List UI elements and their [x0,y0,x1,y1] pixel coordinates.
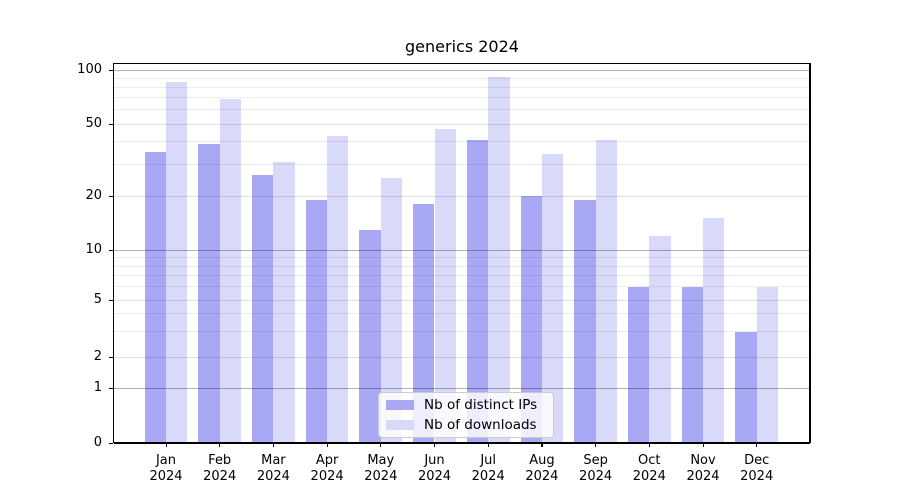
gridline [113,109,810,111]
bar-distinct-ips-nov [681,286,703,443]
bar-downloads-apr [327,135,349,443]
bar-distinct-ips-mar [252,175,274,443]
gridline [113,275,810,277]
bar-distinct-ips-oct [627,286,650,443]
legend-entry-downloads: Nb of downloads [386,416,553,434]
gridline [113,77,810,79]
bar-distinct-ips-feb [198,143,220,443]
x-tick-mark [648,443,650,447]
spine-top [113,62,810,64]
gridline [113,163,810,165]
bar-downloads-oct [649,235,671,443]
y-tick-label-0: 0 [93,435,102,450]
gridline [113,356,810,358]
bar-downloads-may [380,178,403,443]
x-tick-mark [380,443,382,447]
y-tick-label-50: 50 [85,116,102,131]
gridline [113,86,810,88]
x-tick-label-nov: Nov 2024 [686,453,720,484]
chart-title: generics 2024 [405,37,519,56]
x-tick-mark [487,443,489,447]
x-tick-mark [165,443,167,447]
y-tick-mark [109,356,113,358]
x-tick-mark [272,443,275,447]
bar-distinct-ips-apr [305,199,328,443]
legend: Nb of distinct IPs Nb of downloads [378,392,554,438]
x-tick-mark [326,443,328,447]
gridline [113,265,810,267]
gridline [113,331,810,333]
y-tick-mark [109,69,113,71]
x-tick-label-oct: Oct 2024 [632,453,666,484]
x-tick-label-dec: Dec 2024 [740,453,774,484]
gridline [113,313,810,315]
bar-distinct-ips-aug [520,196,542,443]
gridline [113,195,810,197]
gridline [113,387,810,389]
x-tick-label-feb: Feb 2024 [203,453,237,484]
gridline [113,69,810,71]
x-tick-label-apr: Apr 2024 [310,453,344,484]
spine-bottom [113,442,810,444]
bar-downloads-nov [703,218,725,443]
bar-downloads-aug [541,154,564,443]
bar-distinct-ips-sep [574,199,596,443]
x-tick-mark [595,443,597,447]
legend-label-downloads: Nb of downloads [424,417,537,433]
gridline [113,299,810,301]
legend-swatch-distinct-ips [386,400,414,410]
bar-downloads-dec [756,286,779,443]
legend-swatch-downloads [386,420,414,430]
bar-distinct-ips-dec [735,331,757,443]
x-tick-label-mar: Mar 2024 [256,453,290,484]
bar-downloads-feb [219,98,242,443]
gridline [113,257,810,259]
bar-downloads-mar [273,161,295,443]
x-tick-mark [541,443,543,447]
y-tick-label-1: 1 [93,380,102,395]
y-tick-label-10: 10 [85,242,102,257]
y-tick-mark [109,195,113,197]
x-tick-label-sep: Sep 2024 [579,453,613,484]
spine-right [809,63,811,443]
y-tick-label-2: 2 [93,349,102,364]
bar-downloads-jun [434,128,456,443]
gridline [113,97,810,99]
bar-distinct-ips-jun [413,204,435,443]
legend-entry-distinct-ips: Nb of distinct IPs [386,396,553,414]
y-tick-mark [109,442,113,444]
x-tick-label-may: May 2024 [364,453,398,484]
gridline [113,123,810,125]
x-tick-label-aug: Aug 2024 [525,453,559,484]
x-tick-mark [219,443,221,447]
y-tick-label-5: 5 [93,292,102,307]
y-tick-mark [109,387,113,389]
bar-distinct-ips-jan [144,152,166,443]
x-tick-label-jun: Jun 2024 [417,453,452,484]
x-tick-label-jan: Jan 2024 [149,453,183,484]
y-tick-mark [109,249,113,251]
x-tick-label-jul: Jul 2024 [471,453,505,484]
y-tick-mark [109,299,113,301]
y-tick-label-100: 100 [77,62,102,77]
gridline [113,249,810,251]
bar-distinct-ips-may [359,229,381,443]
bar-distinct-ips-jul [466,139,489,443]
spine-left [112,63,115,443]
bar-downloads-jul [488,77,510,443]
legend-label-distinct-ips: Nb of distinct IPs [424,397,538,413]
bar-downloads-sep [595,139,617,443]
bar-downloads-jan [166,81,188,443]
y-tick-mark [109,123,113,125]
gridline [113,286,810,288]
x-tick-mark [702,443,704,447]
y-tick-label-20: 20 [85,188,102,203]
gridline [113,141,810,143]
x-tick-mark [434,443,436,447]
x-tick-mark [756,443,758,447]
